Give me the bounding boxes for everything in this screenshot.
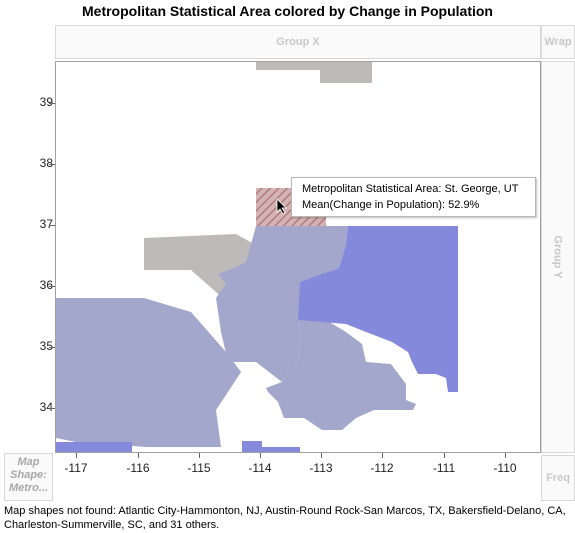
y-tick-mark [49, 286, 55, 287]
y-tick-mark [49, 225, 55, 226]
missing-shapes-note: Map shapes not found: Atlantic City-Hamm… [4, 504, 574, 532]
region-flagstaff[interactable] [298, 226, 458, 392]
region-bottom-left[interactable] [56, 442, 132, 453]
y-tick-mark [49, 164, 55, 165]
group-y-drop-zone[interactable]: Group Y [541, 61, 575, 453]
y-tick-label: 35 [39, 339, 53, 353]
y-tick-mark [49, 408, 55, 409]
map-shape-drop-zone[interactable]: Map Shape: Metro... [4, 453, 53, 501]
freq-label: Freq [546, 472, 570, 484]
y-tick-mark [49, 347, 55, 348]
map-shape-label: Map Shape: Metro... [8, 456, 49, 494]
wrap-label: Wrap [544, 36, 572, 48]
map-svg [56, 62, 458, 453]
y-tick-label: 37 [39, 217, 53, 231]
y-tick-mark [49, 103, 55, 104]
region-top-partial[interactable] [256, 62, 372, 83]
y-tick-label: 39 [39, 95, 53, 109]
x-tick-mark [138, 453, 139, 458]
freq-drop-zone[interactable]: Freq [541, 455, 575, 501]
chart-title: Metropolitan Statistical Area colored by… [82, 3, 493, 19]
group-x-drop-zone[interactable]: Group X [55, 25, 541, 59]
region-bottom-mid-2[interactable] [262, 447, 300, 453]
x-tick-label: -117 [64, 461, 88, 475]
x-tick-label: -110 [493, 461, 517, 475]
hover-tooltip: Metropolitan Statistical Area: St. Georg… [291, 177, 536, 217]
x-tick-label: -113 [309, 461, 333, 475]
group-y-label: Group Y [552, 235, 565, 279]
x-tick-label: -114 [248, 461, 272, 475]
x-tick-mark [76, 453, 77, 458]
x-tick-label: -116 [126, 461, 150, 475]
region-prescott[interactable] [216, 226, 348, 382]
y-tick-label: 34 [39, 400, 53, 414]
region-lake-havasu[interactable] [144, 234, 254, 330]
y-tick-label: 36 [39, 278, 53, 292]
region-bottom-mid-1[interactable] [242, 441, 262, 453]
y-tick-label: 38 [39, 156, 53, 170]
footnote-line-2: Charleston-Summerville, SC, and 31 other… [4, 519, 220, 531]
tooltip-line-area: Metropolitan Statistical Area: St. Georg… [302, 183, 519, 195]
x-tick-label: -115 [187, 461, 211, 475]
region-phoenix[interactable] [266, 318, 416, 430]
tooltip-line-mean: Mean(Change in Population): 52.9% [302, 199, 480, 211]
x-tick-mark [321, 453, 322, 458]
group-x-label: Group X [276, 36, 320, 48]
region-riverside[interactable] [56, 298, 241, 447]
wrap-drop-zone[interactable]: Wrap [541, 25, 575, 59]
x-tick-mark [199, 453, 200, 458]
x-tick-mark [505, 453, 506, 458]
map-plot-area[interactable] [55, 61, 541, 453]
x-tick-label: -112 [370, 461, 394, 475]
x-tick-mark [444, 453, 445, 458]
x-tick-label: -111 [432, 461, 456, 475]
x-tick-mark [260, 453, 261, 458]
cursor-icon [276, 198, 287, 215]
x-tick-mark [382, 453, 383, 458]
footnote-line-1: Map shapes not found: Atlantic City-Hamm… [4, 505, 566, 517]
